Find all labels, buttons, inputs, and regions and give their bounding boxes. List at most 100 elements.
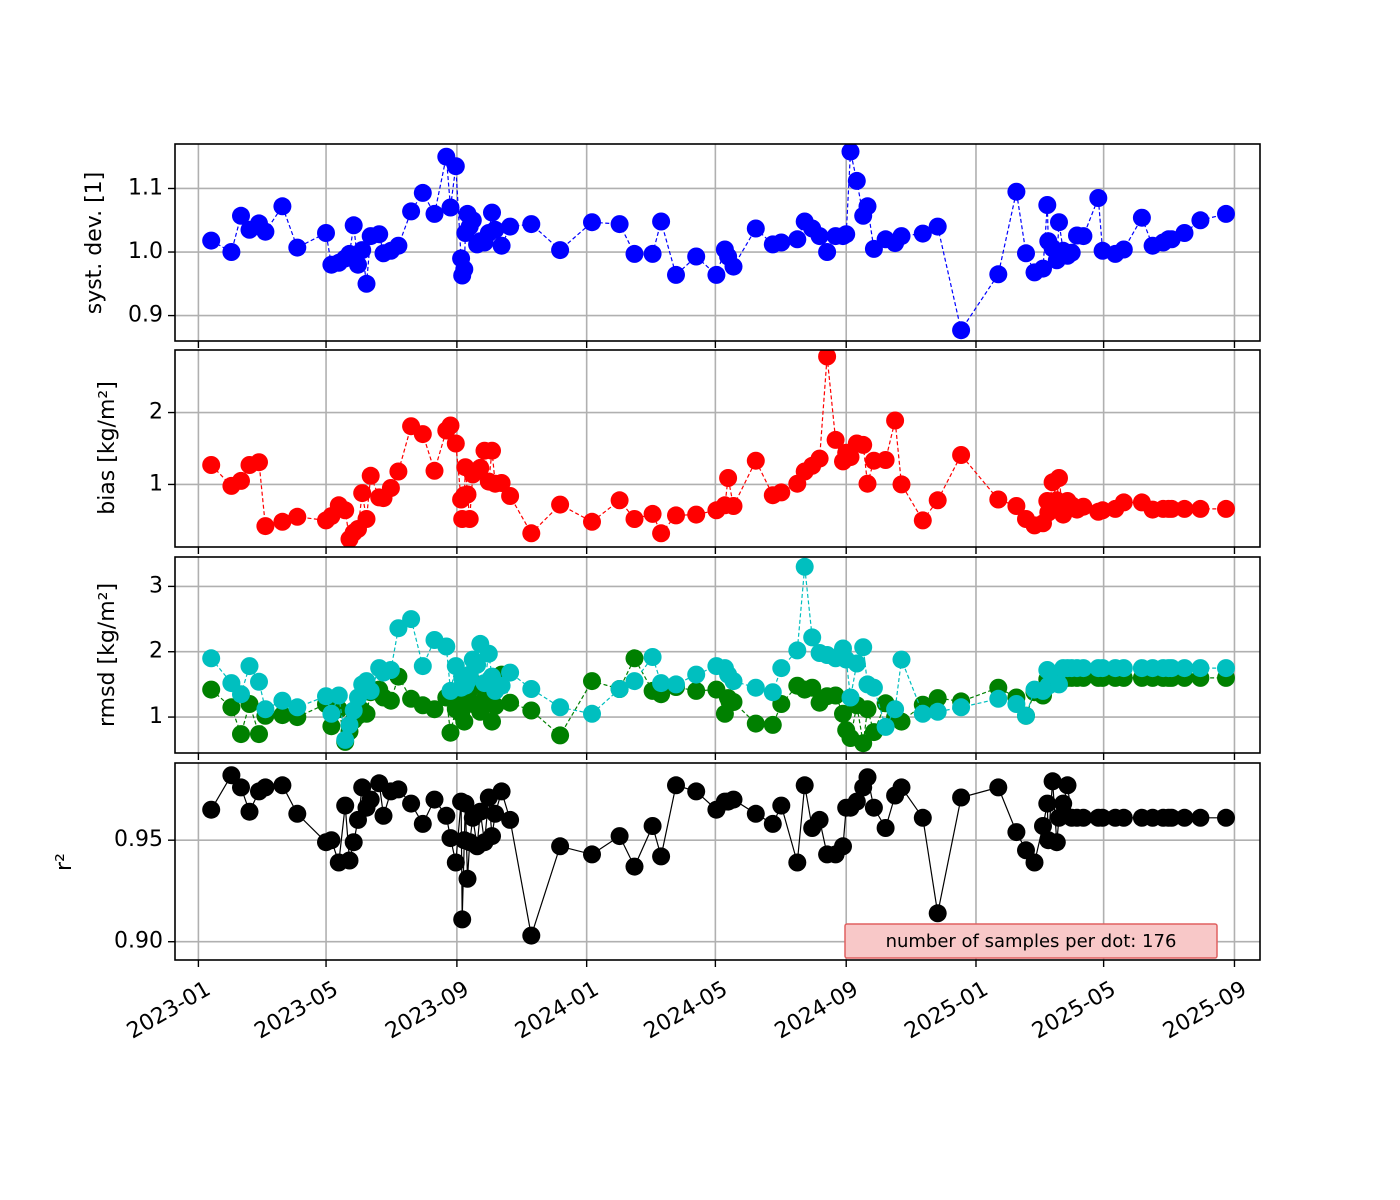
data-point xyxy=(989,490,1008,509)
x-tick-label: 2025-05 xyxy=(1028,977,1120,1045)
data-point xyxy=(455,260,474,279)
data-point xyxy=(381,661,400,679)
data-point xyxy=(1047,833,1066,852)
data-point xyxy=(952,698,971,717)
data-point xyxy=(1017,244,1035,263)
data-point xyxy=(652,212,671,231)
data-point xyxy=(952,788,971,807)
data-point xyxy=(1062,243,1081,262)
data-point xyxy=(202,649,221,668)
data-point xyxy=(1043,772,1062,791)
data-point xyxy=(389,780,408,799)
data-point xyxy=(643,817,662,835)
data-point xyxy=(344,833,363,852)
x-tick-label: 2023-05 xyxy=(251,977,343,1045)
data-point xyxy=(1093,808,1112,827)
data-point xyxy=(1132,208,1151,227)
data-point xyxy=(583,213,601,232)
data-point xyxy=(1114,240,1133,259)
data-point xyxy=(826,686,845,705)
data-point xyxy=(273,691,292,710)
data-point xyxy=(876,819,895,837)
data-point xyxy=(483,712,501,731)
data-point xyxy=(446,853,465,872)
data-point xyxy=(610,491,629,510)
data-point xyxy=(317,224,335,242)
data-point xyxy=(625,672,644,691)
data-point xyxy=(336,730,355,749)
data-point xyxy=(250,725,268,744)
data-point xyxy=(858,474,877,493)
data-point xyxy=(453,910,472,929)
data-point xyxy=(989,265,1008,284)
panel-bias: 12 xyxy=(149,349,1261,554)
x-tick-label: 2023-09 xyxy=(381,977,473,1045)
y-tick-label: 1.1 xyxy=(128,175,163,200)
data-point xyxy=(232,778,250,797)
data-point xyxy=(610,827,629,846)
panel-frame xyxy=(174,349,1261,548)
data-point xyxy=(707,265,726,284)
data-point xyxy=(322,831,341,850)
data-point xyxy=(273,197,292,216)
data-point xyxy=(610,215,629,234)
data-point xyxy=(837,225,856,244)
data-point xyxy=(256,778,275,797)
data-point xyxy=(913,224,932,243)
data-point xyxy=(952,446,971,464)
data-point xyxy=(425,204,444,223)
data-point xyxy=(1058,776,1077,795)
data-point xyxy=(1093,659,1112,678)
data-point xyxy=(1074,659,1093,678)
data-point xyxy=(610,680,629,698)
data-point xyxy=(273,512,292,531)
data-point xyxy=(583,672,601,691)
data-point xyxy=(928,904,947,923)
data-point xyxy=(288,698,307,717)
data-point xyxy=(455,712,474,731)
data-point xyxy=(256,222,275,241)
data-point xyxy=(413,425,432,444)
data-point xyxy=(501,810,520,829)
data-point xyxy=(336,796,355,815)
data-point xyxy=(1074,227,1093,246)
data-point xyxy=(847,792,866,811)
data-point xyxy=(763,683,782,702)
y-tick-label: 0.95 xyxy=(114,827,163,852)
data-point xyxy=(643,648,662,666)
series-group xyxy=(202,144,1235,340)
data-point xyxy=(1191,808,1210,827)
data-point xyxy=(928,702,947,721)
data-point xyxy=(522,524,541,543)
data-point xyxy=(746,451,765,470)
data-point xyxy=(551,495,570,514)
data-point xyxy=(1050,469,1068,487)
data-point xyxy=(667,675,685,694)
data-point xyxy=(719,469,738,487)
data-point xyxy=(458,485,477,504)
data-point xyxy=(317,687,335,706)
samples-annotation-text: number of samples per dot: 176 xyxy=(886,931,1177,952)
y-tick-label: 0.90 xyxy=(114,929,163,954)
y-tick-label: 1.0 xyxy=(128,239,163,264)
data-point xyxy=(1191,499,1210,518)
data-point xyxy=(441,416,460,435)
data-point xyxy=(583,512,601,531)
y-tick-label: 1 xyxy=(149,471,163,496)
data-point xyxy=(492,236,511,255)
data-point xyxy=(892,650,911,669)
data-point xyxy=(913,808,932,827)
data-point xyxy=(501,487,520,505)
data-point xyxy=(687,505,706,524)
data-point xyxy=(818,350,837,366)
data-point xyxy=(854,638,873,657)
data-point xyxy=(329,686,348,705)
data-point xyxy=(858,197,877,216)
data-point xyxy=(357,510,376,528)
data-point xyxy=(746,678,765,697)
data-point xyxy=(256,517,275,536)
ylabel-bias: bias [kg/m²] xyxy=(95,381,120,515)
data-point xyxy=(389,236,408,255)
data-point xyxy=(463,211,482,230)
